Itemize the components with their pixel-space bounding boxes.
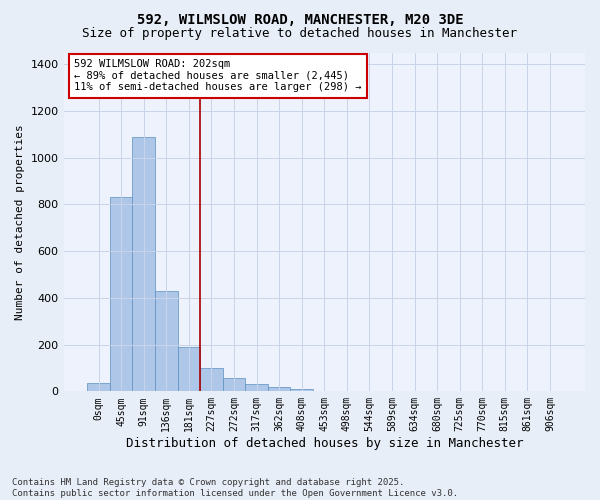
Y-axis label: Number of detached properties: Number of detached properties xyxy=(15,124,25,320)
Bar xyxy=(133,136,155,392)
Bar xyxy=(155,291,178,392)
Bar xyxy=(178,347,200,392)
Text: Size of property relative to detached houses in Manchester: Size of property relative to detached ho… xyxy=(83,28,517,40)
Text: Contains HM Land Registry data © Crown copyright and database right 2025.
Contai: Contains HM Land Registry data © Crown c… xyxy=(12,478,458,498)
Bar xyxy=(290,389,313,392)
Bar xyxy=(245,384,268,392)
X-axis label: Distribution of detached houses by size in Manchester: Distribution of detached houses by size … xyxy=(125,437,523,450)
Bar xyxy=(223,378,245,392)
Text: 592, WILMSLOW ROAD, MANCHESTER, M20 3DE: 592, WILMSLOW ROAD, MANCHESTER, M20 3DE xyxy=(137,12,463,26)
Bar xyxy=(110,198,133,392)
Bar xyxy=(87,383,110,392)
Bar xyxy=(200,368,223,392)
Text: 592 WILMSLOW ROAD: 202sqm
← 89% of detached houses are smaller (2,445)
11% of se: 592 WILMSLOW ROAD: 202sqm ← 89% of detac… xyxy=(74,60,361,92)
Bar xyxy=(268,386,290,392)
Bar xyxy=(313,390,335,392)
